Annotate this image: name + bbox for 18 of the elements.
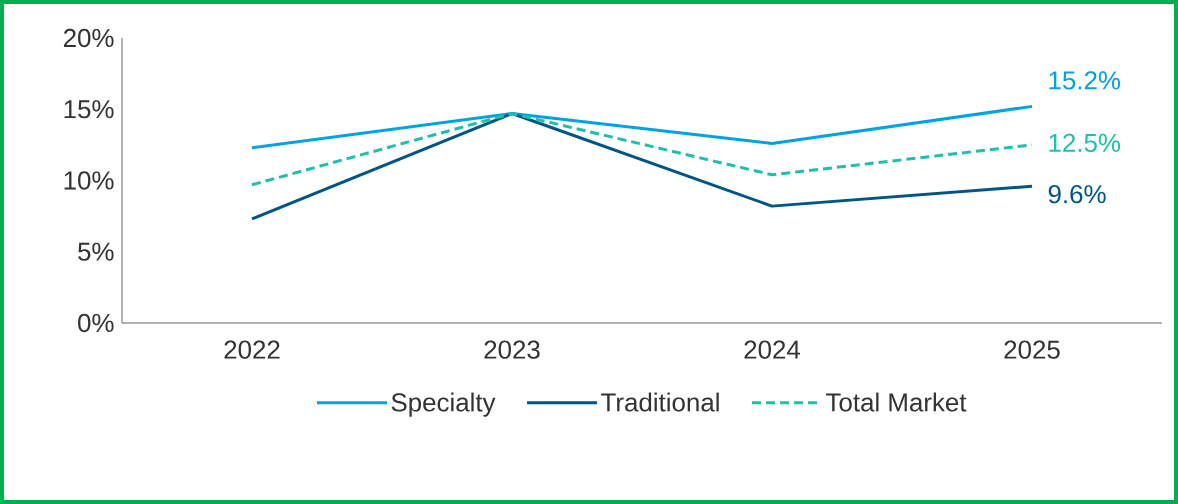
data-label: 12.5% [1049,133,1121,153]
legend-label: Traditional [601,392,719,412]
data-label: 15.2% [1049,71,1121,90]
data-label: 9.6% [1048,185,1106,204]
legend-label: Total Market [826,392,967,412]
x-tick-label: 2025 [1004,340,1060,359]
y-tick-label: 15% [64,100,114,119]
line-series [250,112,1034,187]
x-tick-label: 2024 [744,340,801,359]
y-tick-label: 20% [63,28,114,48]
legend-label: Specialty [391,392,496,417]
y-tick-label: 5% [78,242,114,261]
y-tick-label: 10% [64,171,114,190]
x-tick-label: 2022 [224,340,280,359]
line-series [250,112,1034,221]
y-tick-label: 0% [78,313,114,333]
line-series [250,104,1034,150]
x-tick-label: 2023 [484,340,540,359]
